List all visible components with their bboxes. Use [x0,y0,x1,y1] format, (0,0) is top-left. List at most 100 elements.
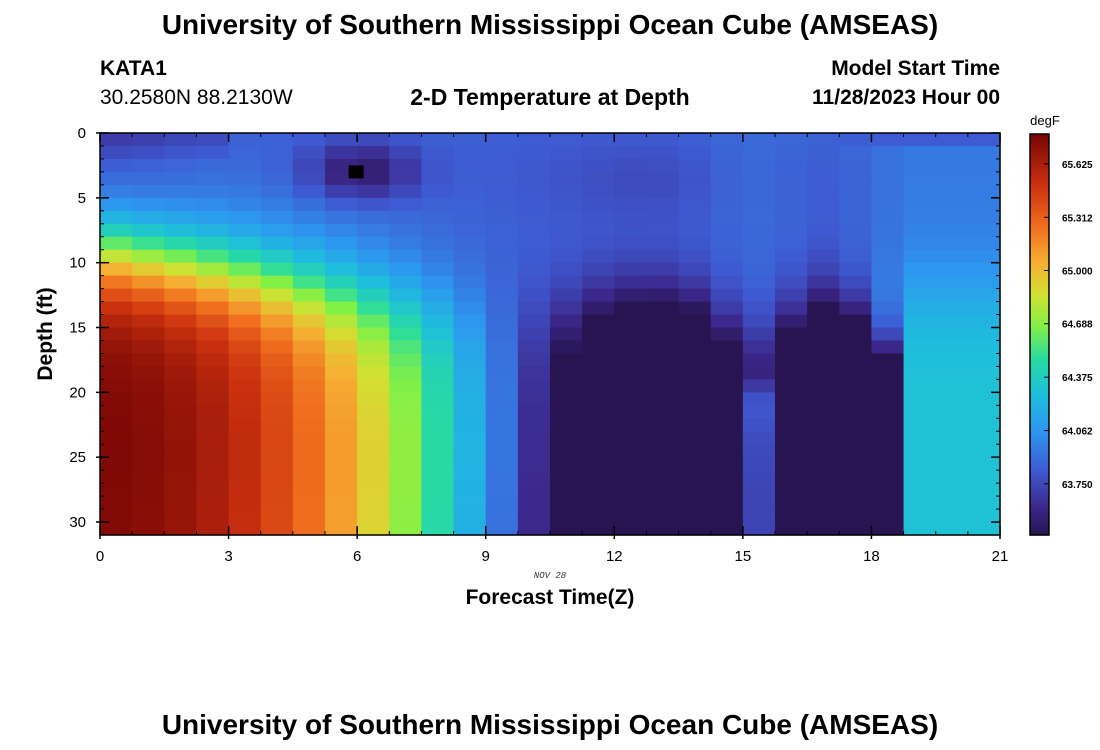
heatmap-cell [164,457,198,471]
heatmap-cell [292,249,326,264]
heatmap-cell [421,496,455,510]
heatmap-cell [228,418,262,432]
heatmap-cell [903,171,937,186]
heatmap-cell [550,457,583,471]
heatmap-cell [292,171,326,186]
heatmap-cells [100,133,1001,536]
heatmap-cell [678,431,712,445]
heatmap-cell [742,314,776,329]
colorbar-segment [1030,160,1049,165]
heatmap-cell [325,509,358,523]
heatmap-cell [775,392,808,406]
heatmap-cell [839,366,873,380]
heatmap-cell [100,522,133,536]
heatmap-cell [710,418,744,432]
heatmap-cell [582,340,615,355]
heatmap-cell [871,431,905,445]
colorbar-segment [1030,264,1049,269]
colorbar-segment [1030,297,1049,302]
heatmap-cell [839,145,873,160]
heatmap-cell [196,522,230,536]
colorbar-segment [1030,210,1049,215]
colorbar-segment [1030,387,1049,392]
heatmap-cell [228,340,262,355]
heatmap-cell [935,392,969,406]
x-tick-label: 6 [353,548,361,565]
heatmap-cell [550,392,583,406]
heatmap-cell [678,158,712,173]
heatmap-cell [389,288,423,303]
heatmap-cell [710,353,744,368]
heatmap-cell [550,210,583,225]
heatmap-cell [582,457,615,471]
heatmap-cell [550,405,583,419]
heatmap-cell [453,314,487,329]
heatmap-cell [164,418,198,432]
colorbar-segment [1030,421,1049,426]
heatmap-cell [903,340,937,355]
heatmap-cell [871,327,905,342]
heatmap-cell [292,314,326,329]
colorbar-segment [1030,277,1049,282]
heatmap-cell [871,405,905,419]
heatmap-cell [196,353,230,368]
heatmap-cell [678,483,712,497]
heatmap-cell [871,158,905,173]
heatmap-cell [357,405,390,419]
heatmap-cell [196,171,230,186]
heatmap-cell [100,470,133,484]
heatmap-cell [678,340,712,355]
heatmap-cell [421,133,455,147]
heatmap-cell [710,158,744,173]
heatmap-cell [839,470,873,484]
y-tick-label: 5 [78,190,86,207]
heatmap-cell [196,509,230,523]
heatmap-cell [132,210,165,225]
heatmap-cell [935,496,969,510]
heatmap-cell [614,301,648,316]
heatmap-cell [550,418,583,432]
heatmap-cell [453,470,487,484]
heatmap-cell [453,444,487,458]
heatmap-cell [164,223,198,238]
heatmap-cell [871,379,905,393]
heatmap-cell [903,249,937,264]
heatmap-cell [485,444,519,458]
heatmap-cell [196,314,230,329]
heatmap-cell [678,184,712,199]
heatmap-cell [389,249,423,264]
heatmap-cell [839,327,873,342]
heatmap-cell [421,327,455,342]
colorbar-segment [1030,418,1049,422]
heatmap-cell [453,223,487,238]
heatmap-cell [775,158,808,173]
heatmap-cell [871,314,905,329]
heatmap-cell [582,145,615,160]
colorbar-segment [1030,321,1049,326]
heatmap-cell [742,366,776,380]
colorbar-segment [1030,271,1049,275]
heatmap-cell [421,509,455,523]
heatmap-cell [228,249,262,264]
heatmap-cell [678,223,712,238]
heatmap-cell [517,171,551,186]
heatmap-cell [807,249,840,264]
heatmap-cell [164,236,198,251]
heatmap-cell [260,483,294,497]
heatmap-cell [839,288,873,303]
heatmap-cell [389,457,423,471]
heatmap-cell [710,236,744,251]
heatmap-cell [260,470,294,484]
heatmap-cell [807,314,840,329]
colorbar-tick-label: 64.375 [1062,373,1093,384]
heatmap-cell [164,210,198,225]
heatmap-cell [646,418,680,432]
heatmap-cell [164,275,198,290]
heatmap-cell [678,522,712,536]
heatmap-cell [710,133,744,147]
heatmap-cell [485,483,519,497]
colorbar-segment [1030,167,1049,172]
heatmap-cell [100,249,133,264]
heatmap-cell [389,340,423,355]
heatmap-cell [132,509,165,523]
